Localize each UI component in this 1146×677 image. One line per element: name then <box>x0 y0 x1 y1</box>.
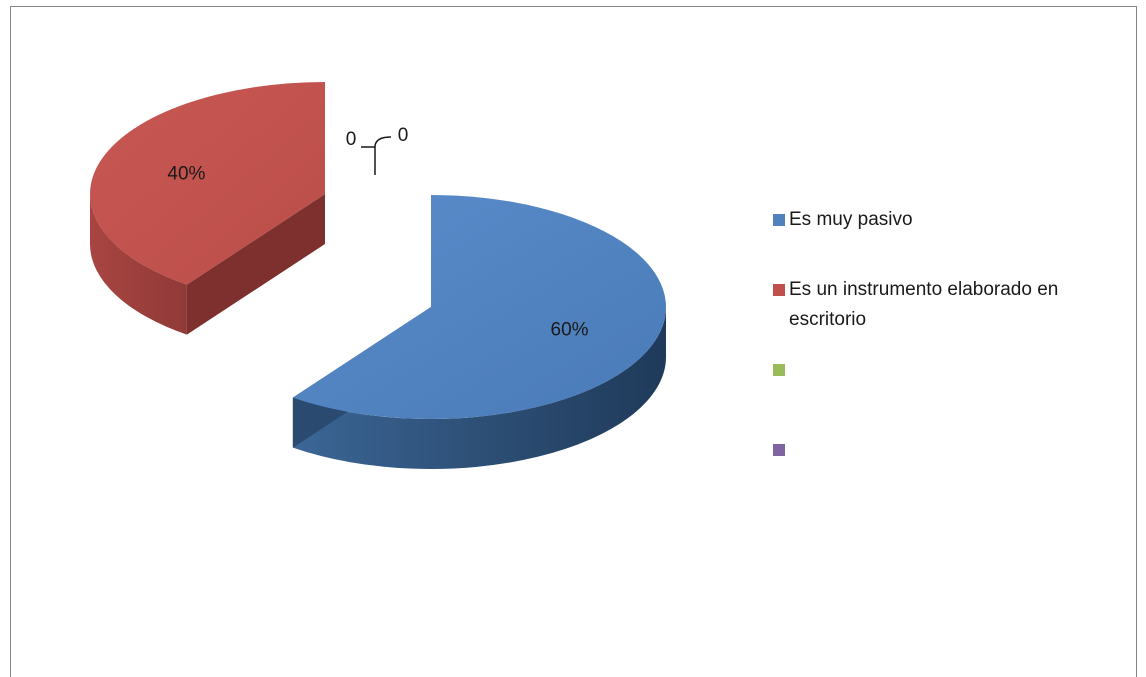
legend-item-3 <box>773 355 1139 376</box>
legend-item-2: Es un instrumento elaborado en escritori… <box>773 275 1139 335</box>
chart-frame: 40% 60% 0 0 Es muy pasivo Es un instrumento … <box>10 6 1137 677</box>
pie-chart: 40% 60% 0 0 <box>90 82 666 470</box>
legend-swatch <box>773 364 785 376</box>
pie-slice-side <box>292 307 666 470</box>
pie-slice-top <box>292 195 666 419</box>
legend-swatch <box>773 214 785 226</box>
legend-swatch <box>773 284 785 296</box>
legend-swatch <box>773 444 785 456</box>
zero-label-leader <box>361 136 392 175</box>
legend-label: Es muy pasivo <box>789 209 913 230</box>
pie-slice-side <box>90 194 187 335</box>
pie-slice-1 <box>292 195 666 470</box>
legend-item-1: Es muy pasivo <box>773 205 1139 235</box>
legend-label: Es un instrumento elaborado en escritori… <box>789 279 1059 330</box>
pie-slice-cut-face <box>186 194 325 335</box>
data-label-2: 40% <box>167 164 205 185</box>
data-label-3: 0 <box>346 129 357 150</box>
data-label-1: 60% <box>551 319 589 340</box>
pie-slice-2 <box>90 82 326 335</box>
pie-slice-top <box>90 82 326 285</box>
data-label-4: 0 <box>398 125 409 146</box>
legend-item-4 <box>773 435 1139 456</box>
